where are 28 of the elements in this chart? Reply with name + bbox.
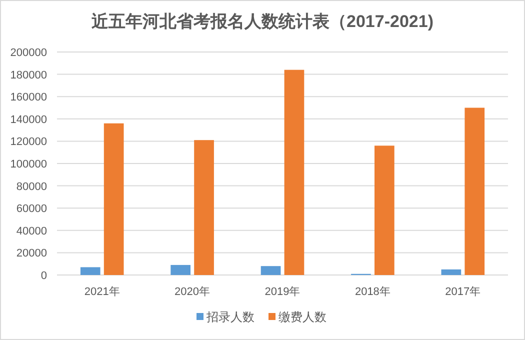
y-tick-label: 0 xyxy=(40,270,47,282)
legend-label: 缴费人数 xyxy=(278,310,326,324)
bar xyxy=(194,140,214,275)
bar xyxy=(464,108,485,275)
y-tick-label: 120000 xyxy=(10,136,47,148)
bar xyxy=(374,146,394,275)
y-tick-label: 60000 xyxy=(16,203,47,216)
y-tick-label: 40000 xyxy=(16,225,47,238)
bar xyxy=(284,70,304,275)
x-tick-label: 2018年 xyxy=(354,286,390,298)
bar xyxy=(441,269,462,275)
y-tick-label: 180000 xyxy=(10,69,47,82)
bar xyxy=(260,266,281,275)
y-tick-label: 20000 xyxy=(16,248,47,260)
bar xyxy=(104,123,124,275)
y-tick-label: 200000 xyxy=(10,47,47,59)
y-tick-label: 160000 xyxy=(10,92,47,104)
y-tick-label: 140000 xyxy=(10,114,47,126)
x-tick-label: 2020年 xyxy=(174,286,210,298)
y-tick-label: 100000 xyxy=(10,158,47,170)
y-tick-label: 80000 xyxy=(16,180,47,193)
bar xyxy=(80,267,100,275)
bar xyxy=(170,264,190,275)
legend-label: 招录人数 xyxy=(206,310,254,324)
chart-title: 近五年河北省考报名人数统计表（2017-2021) xyxy=(90,12,434,31)
x-tick-label: 2021年 xyxy=(84,286,120,298)
x-tick-label: 2019年 xyxy=(264,286,300,298)
x-tick-label: 2017年 xyxy=(445,286,481,298)
